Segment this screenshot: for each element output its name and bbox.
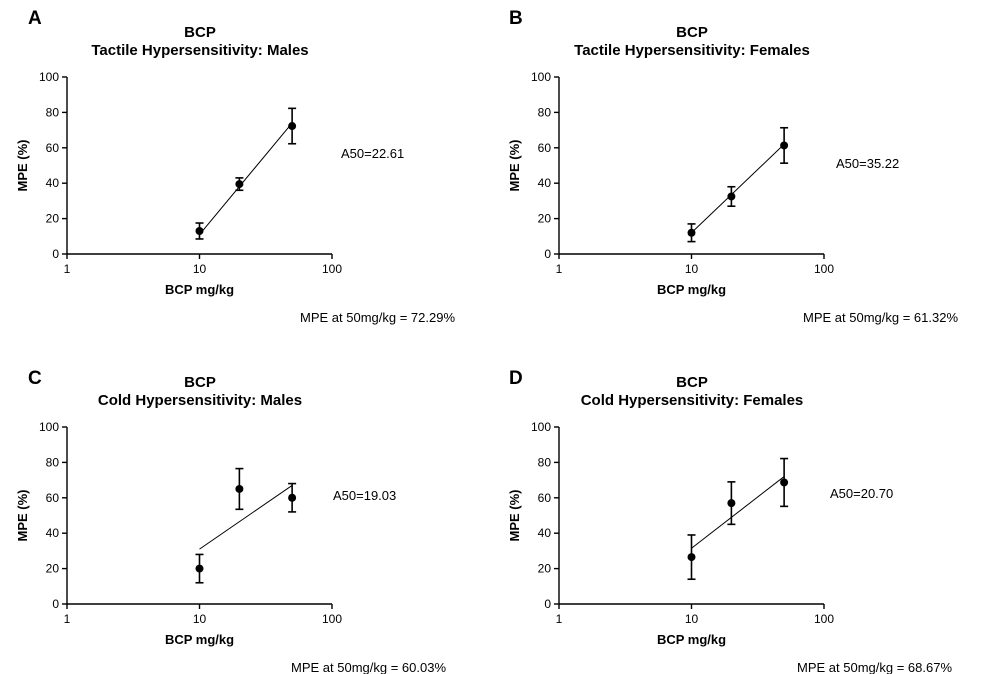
panel-letter: D: [509, 368, 523, 389]
y-tick-label: 20: [46, 212, 60, 226]
chart-title-line: Cold Hypersensitivity: Males: [98, 392, 302, 409]
x-axis-label: BCP mg/kg: [165, 632, 234, 647]
y-tick-label: 60: [538, 491, 552, 505]
mpe-annotation: MPE at 50mg/kg = 68.67%: [797, 660, 952, 674]
y-tick-label: 40: [538, 526, 552, 540]
x-tick-label: 10: [193, 612, 207, 626]
chart-title-line: Cold Hypersensitivity: Females: [581, 392, 804, 409]
y-tick-label: 20: [46, 562, 60, 576]
data-point: [235, 484, 244, 493]
chart-title-line: BCP: [184, 374, 216, 391]
data-point: [235, 180, 244, 189]
y-axis-label: MPE (%): [15, 140, 30, 192]
data-point: [780, 478, 789, 487]
x-tick-label: 100: [814, 262, 834, 276]
y-tick-label: 80: [538, 105, 552, 119]
x-tick-label: 100: [814, 612, 834, 626]
x-tick-label: 1: [64, 612, 71, 626]
chart-title-line: Tactile Hypersensitivity: Males: [91, 42, 308, 59]
a50-annotation: A50=22.61: [341, 146, 404, 161]
y-tick-label: 0: [544, 247, 551, 261]
a50-annotation: A50=35.22: [836, 156, 899, 171]
y-tick-label: 100: [39, 70, 59, 84]
x-tick-label: 1: [556, 612, 563, 626]
y-tick-label: 40: [538, 176, 552, 190]
data-point: [288, 493, 297, 502]
chart-title-line: BCP: [676, 374, 708, 391]
data-point: [727, 192, 736, 201]
data-point: [780, 141, 789, 150]
x-tick-label: 10: [193, 262, 207, 276]
x-tick-label: 10: [685, 262, 699, 276]
x-tick-label: 1: [556, 262, 563, 276]
chart-title-line: BCP: [676, 24, 708, 41]
y-tick-label: 0: [52, 247, 59, 261]
a50-annotation: A50=20.70: [830, 486, 893, 501]
y-axis-label: MPE (%): [15, 490, 30, 542]
fit-line: [691, 143, 785, 234]
data-point: [687, 228, 696, 237]
fit-line: [199, 122, 293, 235]
y-tick-label: 80: [46, 105, 60, 119]
y-tick-label: 40: [46, 526, 60, 540]
y-tick-label: 20: [538, 562, 552, 576]
panel-letter: A: [28, 8, 42, 29]
y-tick-label: 60: [46, 141, 60, 155]
x-axis-label: BCP mg/kg: [657, 632, 726, 647]
x-axis-label: BCP mg/kg: [165, 282, 234, 297]
y-tick-label: 60: [538, 141, 552, 155]
y-tick-label: 20: [538, 212, 552, 226]
data-point: [727, 499, 736, 508]
panel-letter: B: [509, 8, 523, 29]
x-tick-label: 10: [685, 612, 699, 626]
x-axis-label: BCP mg/kg: [657, 282, 726, 297]
chart-title-line: BCP: [184, 24, 216, 41]
fit-line: [691, 476, 785, 549]
x-tick-label: 1: [64, 262, 71, 276]
y-axis-label: MPE (%): [507, 140, 522, 192]
x-tick-label: 100: [322, 612, 342, 626]
panel-letter: C: [28, 368, 42, 389]
y-tick-label: 0: [544, 597, 551, 611]
y-tick-label: 40: [46, 176, 60, 190]
data-point: [195, 226, 204, 235]
y-tick-label: 100: [531, 70, 551, 84]
mpe-annotation: MPE at 50mg/kg = 61.32%: [803, 310, 958, 325]
chart-title-line: Tactile Hypersensitivity: Females: [574, 42, 810, 59]
y-tick-label: 60: [46, 491, 60, 505]
data-point: [687, 553, 696, 562]
mpe-annotation: MPE at 50mg/kg = 72.29%: [300, 310, 455, 325]
y-tick-label: 80: [538, 455, 552, 469]
y-tick-label: 80: [46, 455, 60, 469]
y-axis-label: MPE (%): [507, 490, 522, 542]
x-tick-label: 100: [322, 262, 342, 276]
mpe-annotation: MPE at 50mg/kg = 60.03%: [291, 660, 446, 674]
y-tick-label: 100: [39, 420, 59, 434]
data-point: [195, 564, 204, 573]
a50-annotation: A50=19.03: [333, 488, 396, 503]
data-point: [288, 122, 297, 131]
y-tick-label: 0: [52, 597, 59, 611]
y-tick-label: 100: [531, 420, 551, 434]
fit-line: [199, 484, 293, 550]
